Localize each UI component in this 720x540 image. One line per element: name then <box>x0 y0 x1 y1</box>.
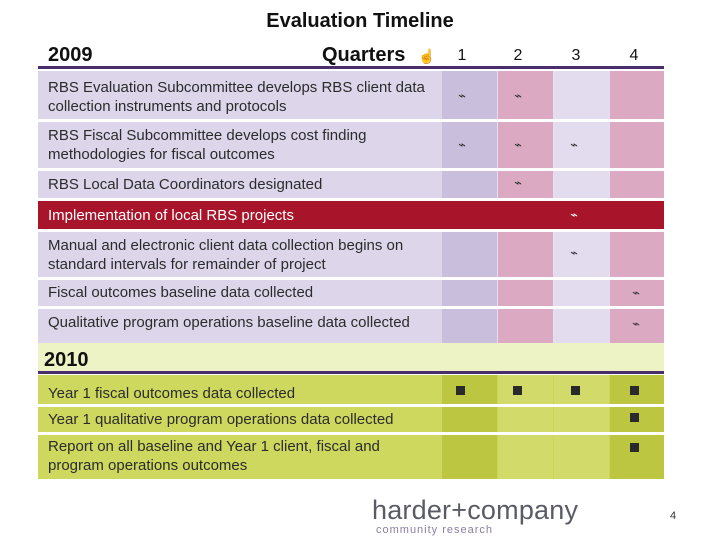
highlight-row-background <box>38 201 664 229</box>
task-row-text: Year 1 fiscal outcomes data collected <box>48 385 296 402</box>
task-row-text: RBS Evaluation Subcommittee develops RBS… <box>48 79 425 115</box>
milestone-marker: ⌁ <box>570 245 578 260</box>
milestone-marker: ⌁ <box>632 285 640 300</box>
section-2010-header-band <box>38 343 664 373</box>
row-separator <box>38 277 664 280</box>
company-logo-tagline: community research <box>376 524 494 536</box>
row-separator <box>38 306 664 309</box>
milestone-marker: ⌁ <box>570 137 578 152</box>
milestone-marker: ⌁ <box>514 88 522 103</box>
row-separator <box>38 404 664 407</box>
task-row-text: Report on all baseline and Year 1 client… <box>48 438 380 474</box>
hand-pointer-icon: ☝ <box>418 48 436 64</box>
quarter-3-label: 3 <box>571 47 581 64</box>
page-title: Evaluation Timeline <box>266 10 454 32</box>
quarter-1-label: 1 <box>457 47 467 64</box>
quarter-1-column-2010 <box>442 375 497 479</box>
milestone-marker: ⌁ <box>570 207 578 222</box>
task-row-text: Manual and electronic client data collec… <box>48 237 404 273</box>
task-row-text: RBS Local Data Coordinators designated <box>48 176 323 193</box>
milestone-square <box>630 443 639 452</box>
milestone-marker: ⌁ <box>458 137 466 152</box>
task-row-text: Implementation of local RBS projects <box>48 207 294 224</box>
header-rule-2010 <box>38 371 664 374</box>
row-separator <box>38 119 664 122</box>
row-separator <box>38 229 664 232</box>
quarter-4-label: 4 <box>629 47 639 64</box>
milestone-square <box>630 413 639 422</box>
company-logo: harder+company <box>372 495 579 525</box>
page-number: 4 <box>670 510 677 522</box>
row-separator <box>38 198 664 201</box>
task-row-text: Year 1 qualitative program operations da… <box>48 411 394 428</box>
row-separator <box>38 432 664 435</box>
task-row-text: RBS Fiscal Subcommittee develops cost fi… <box>48 127 367 163</box>
quarter-2-column-2010 <box>498 375 553 479</box>
milestone-square <box>571 386 580 395</box>
year-2010-label: 2010 <box>44 349 89 371</box>
milestone-marker: ⌁ <box>514 137 522 152</box>
milestone-square <box>630 386 639 395</box>
row-separator <box>38 168 664 171</box>
milestone-marker: ⌁ <box>632 316 640 331</box>
header-rule-2009 <box>38 66 664 69</box>
milestone-marker: ⌁ <box>514 175 522 190</box>
milestone-marker: ⌁ <box>458 88 466 103</box>
task-row-text: Qualitative program operations baseline … <box>48 314 410 331</box>
quarter-3-column-2010 <box>554 375 609 479</box>
task-text-area-2010 <box>38 375 442 479</box>
quarters-label: Quarters <box>322 44 406 66</box>
quarter-2-label: 2 <box>513 47 523 64</box>
year-2009-label: 2009 <box>48 44 93 66</box>
milestone-square <box>513 386 522 395</box>
milestone-square <box>456 386 465 395</box>
task-row-text: Fiscal outcomes baseline data collected <box>48 284 314 301</box>
